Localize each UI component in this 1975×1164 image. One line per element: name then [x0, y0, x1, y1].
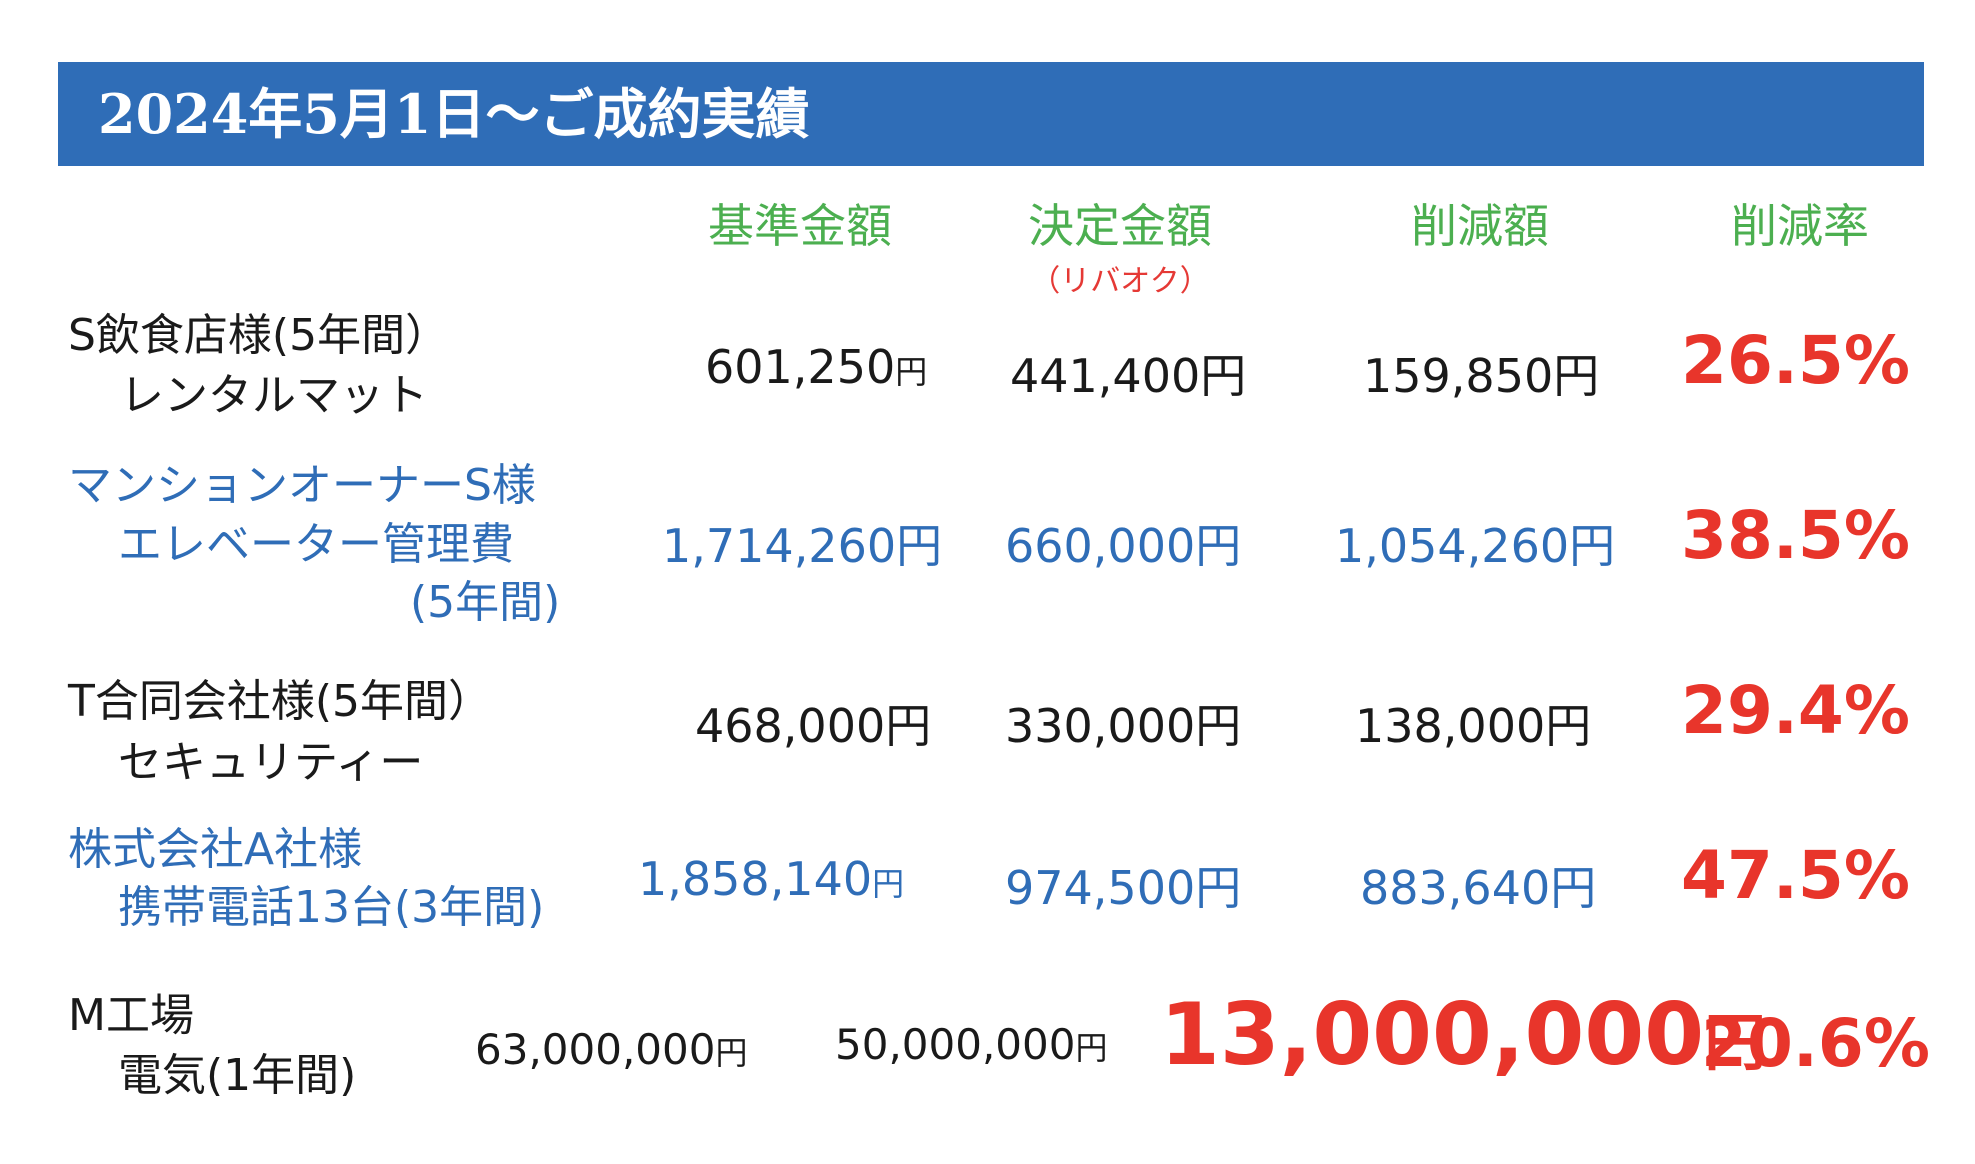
row-reduction-amount: 1,054,260円 — [1335, 519, 1616, 573]
row-reduction-amount: 883,640円 — [1360, 861, 1597, 915]
row-decided-amount: 974,500円 — [1005, 861, 1242, 915]
row-client-name: S飲食店様(5年間） — [68, 310, 450, 361]
row-decided-amount: 50,000,000円 — [835, 1020, 1108, 1069]
header-base-amount: 基準金額 — [708, 199, 892, 253]
row-decided-amount: 660,000円 — [1005, 519, 1242, 573]
row-reduction-amount: 159,850円 — [1363, 349, 1600, 403]
row-decided-amount: 441,400円 — [1010, 349, 1247, 403]
row-reduction-rate: 20.6% — [1701, 1005, 1930, 1082]
row-client-name: マンションオーナーS様 — [68, 460, 536, 511]
page-title: 2024年5月1日～ご成約実績 — [98, 82, 810, 146]
row-reduction-rate: 47.5% — [1681, 837, 1910, 914]
row-contract-term: (5年間) — [410, 577, 561, 628]
row-base-amount: 601,250円 — [705, 340, 928, 394]
header-decided-amount: 決定金額 — [1028, 199, 1212, 253]
row-service-name: 携帯電話13台(3年間) — [118, 882, 545, 933]
row-base-amount: 1,858,140円 — [638, 852, 905, 906]
row-reduction-rate: 29.4% — [1681, 672, 1910, 749]
header-reduction-amount: 削減額 — [1411, 199, 1549, 253]
row-client-name: T合同会社様(5年間） — [68, 676, 493, 727]
row-service-name: エレベーター管理費 — [118, 519, 514, 570]
row-base-amount: 63,000,000円 — [475, 1025, 748, 1074]
header-reduction-rate: 削減率 — [1731, 199, 1869, 253]
header-decided-note: （リバオク） — [1030, 264, 1210, 299]
row-reduction-rate: 38.5% — [1681, 497, 1910, 574]
row-client-name: M工場 — [68, 990, 194, 1041]
row-reduction-amount: 138,000円 — [1355, 699, 1592, 753]
row-service-name: レンタルマット — [120, 370, 428, 421]
row-base-amount: 1,714,260円 — [662, 519, 943, 573]
title-banner: 2024年5月1日～ご成約実績 — [58, 62, 1924, 166]
row-service-name: 電気(1年間) — [118, 1050, 357, 1101]
row-service-name: セキュリティー — [118, 737, 424, 788]
row-reduction-rate: 26.5% — [1681, 322, 1910, 399]
row-client-name: 株式会社A社様 — [68, 824, 363, 875]
row-decided-amount: 330,000円 — [1005, 699, 1242, 753]
row-reduction-amount: 13,000,000円 — [1160, 985, 1767, 1085]
row-base-amount: 468,000円 — [695, 699, 932, 753]
